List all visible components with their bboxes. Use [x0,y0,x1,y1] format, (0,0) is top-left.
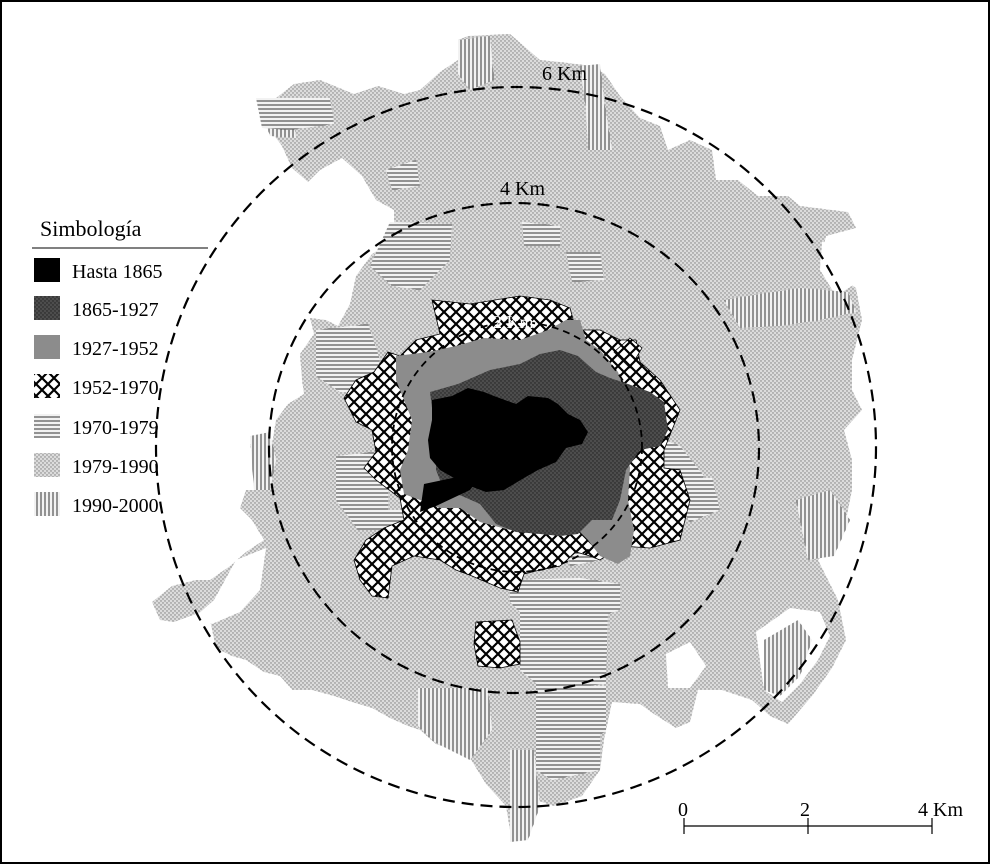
scale-tick-0: 0 [678,799,688,821]
gap-east [820,242,858,296]
legend-label-1990-2000: 1990-2000 [72,495,159,517]
legend-label-1952-1970: 1952-1970 [72,377,159,399]
scale-tick-2: 2 [800,799,810,821]
legend-swatch-1952-1970 [34,374,60,398]
legend-label-hasta-1865: Hasta 1865 [72,261,163,283]
legend: Simbología Hasta 1865 1865-1927 1927-195… [32,216,208,517]
scale-bar: 0 2 4 Km [678,799,963,834]
ring-label-6km: 6 Km [542,63,587,85]
legend-swatch-1990-2000 [34,492,60,516]
legend-title: Simbología [40,216,142,241]
legend-label-1927-1952: 1927-1952 [72,338,159,360]
ring-6km [154,85,878,809]
gap-west [196,548,266,624]
ring-4km [267,201,761,695]
gap-north-east [618,72,702,130]
legend-label-1865-1927: 1865-1927 [72,299,159,321]
areas-1990-2000 [250,36,856,842]
area-1952-1970-ne [613,337,643,369]
legend-swatch-1927-1952 [34,335,60,359]
ring-2km [391,321,643,573]
ring-label-2km: 2 Km [493,312,534,332]
legend-swatch-1979-1990 [34,453,60,477]
area-hasta-1865 [428,388,588,492]
gap-south-mid [666,642,706,688]
area-1952-1970-south [473,619,521,669]
legend-swatch-1970-1979 [34,414,60,438]
legend-swatch-hasta-1865 [34,258,60,282]
area-hasta-1865-tail [420,476,476,512]
ring-label-4km: 4 Km [500,178,545,200]
gap-south-west [248,668,404,770]
legend-swatch-1865-1927 [34,296,60,320]
legend-label-1979-1990: 1979-1990 [72,456,159,478]
legend-label-1970-1979: 1970-1979 [72,417,159,439]
scale-tick-4km: 4 Km [918,799,963,821]
